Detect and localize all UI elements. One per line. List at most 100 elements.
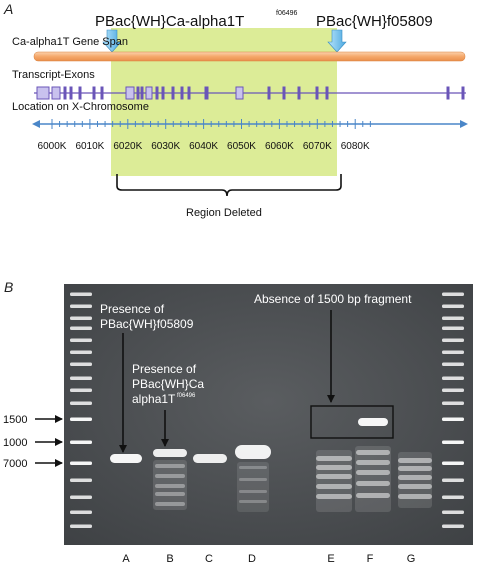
ladder-band — [442, 292, 464, 296]
ladder-band — [70, 524, 92, 528]
absence-annotation: Absence of 1500 bp fragment — [254, 292, 412, 306]
exon — [63, 86, 67, 100]
insert-right-label: PBac{WH}f05809 — [316, 13, 433, 30]
gel-band — [356, 470, 390, 475]
gel-band — [398, 475, 432, 480]
panel-a: A PBac{WH}Ca-alpha1T f06496 PBac{WH}f058… — [3, 1, 468, 219]
transcript-track — [34, 86, 466, 100]
gel-band — [155, 492, 185, 496]
gel-band — [398, 458, 432, 463]
ladder-band — [442, 401, 464, 405]
gel-band — [398, 494, 432, 499]
panel-b-letter: B — [4, 279, 13, 295]
ladder-band — [442, 478, 464, 482]
exon — [125, 86, 135, 100]
exon — [51, 86, 61, 100]
transcript-label: Transcript-Exons — [12, 69, 95, 81]
region-deleted-brace — [116, 174, 342, 197]
presence-2-line-1: Presence of — [132, 362, 197, 376]
ladder-band — [70, 495, 92, 499]
ladder-band — [70, 326, 92, 330]
gel-band — [356, 481, 390, 486]
exon — [187, 86, 191, 100]
ladder-band — [70, 417, 92, 421]
gel-band — [239, 478, 267, 481]
ladder-label-7000: 7000 — [3, 458, 27, 470]
panel-b: B Absence of 1500 bp fragment Presence o… — [3, 279, 473, 563]
absence-box — [310, 405, 394, 439]
ladder-band — [442, 326, 464, 330]
ladder-band — [70, 461, 92, 465]
lane-label: C — [205, 553, 213, 563]
exon — [235, 86, 244, 100]
ladder-band — [442, 495, 464, 499]
exon — [69, 86, 73, 100]
exon — [204, 86, 209, 100]
ladder-band — [442, 417, 464, 421]
exon — [136, 86, 140, 100]
gel-content — [70, 292, 464, 528]
gel-band — [358, 418, 388, 426]
axis-tick-label: 6010K — [75, 141, 104, 152]
axis-tick-label: 6060K — [265, 141, 294, 152]
ladder-band — [442, 316, 464, 320]
ladder-band — [442, 510, 464, 514]
exon — [140, 86, 144, 100]
ladder-band — [442, 338, 464, 342]
exon — [145, 86, 153, 100]
axis-tick-label: 6070K — [303, 141, 332, 152]
gel-band — [398, 466, 432, 471]
gel-band — [193, 454, 227, 463]
ladder-band — [70, 304, 92, 308]
ladder-band — [442, 440, 464, 444]
exon — [180, 86, 184, 100]
gel-band — [356, 460, 390, 465]
ladder-band — [70, 338, 92, 342]
presence-1-line-2: PBac{WH}f05809 — [100, 317, 194, 331]
ladder-band — [70, 510, 92, 514]
gel-band — [356, 450, 390, 455]
insert-left-sup: f06496 — [276, 10, 298, 17]
ladder-band — [442, 524, 464, 528]
ladder-band — [70, 440, 92, 444]
axis-tick-label: 6000K — [38, 141, 67, 152]
gel-band — [239, 500, 267, 503]
axis-tick-label: 6050K — [227, 141, 256, 152]
ladder-band — [70, 388, 92, 392]
exon — [325, 86, 329, 100]
gel-band — [398, 484, 432, 489]
ladder-band — [70, 376, 92, 380]
gel-smear — [237, 462, 269, 512]
presence-2-line-2: PBac{WH}Ca — [132, 377, 204, 391]
ladder-band — [442, 388, 464, 392]
gel-band — [155, 502, 185, 506]
gel-band — [239, 466, 267, 469]
gel-band — [155, 464, 185, 468]
presence-2-line-3: alpha1T — [132, 392, 176, 406]
ladder-band — [70, 292, 92, 296]
ladder-band — [442, 461, 464, 465]
ladder-label-1000: 1000 — [3, 437, 27, 449]
exon — [171, 86, 175, 100]
gel-band — [316, 494, 352, 499]
ladder-band — [442, 376, 464, 380]
ladder-band — [70, 350, 92, 354]
lane-label: E — [327, 553, 334, 563]
gel-band — [155, 484, 185, 488]
chromosome-axis: 6000K 6010K 6020K 6030K 6040K 6050K 6060K 6070K… — [32, 119, 468, 152]
exon — [155, 86, 159, 100]
gel-image — [64, 284, 473, 545]
insert-right-arrow-icon — [327, 29, 347, 53]
lane-label: G — [407, 553, 416, 563]
ladder-band — [70, 316, 92, 320]
ladder-band — [442, 350, 464, 354]
gel-band — [239, 490, 267, 493]
gene-span-label: Ca-alpha1T Gene Span — [12, 36, 128, 48]
exon — [315, 86, 319, 100]
gel-band — [316, 456, 352, 461]
exon — [161, 86, 165, 100]
exon — [100, 86, 104, 100]
ladder-band — [70, 401, 92, 405]
gel-band — [153, 449, 187, 457]
